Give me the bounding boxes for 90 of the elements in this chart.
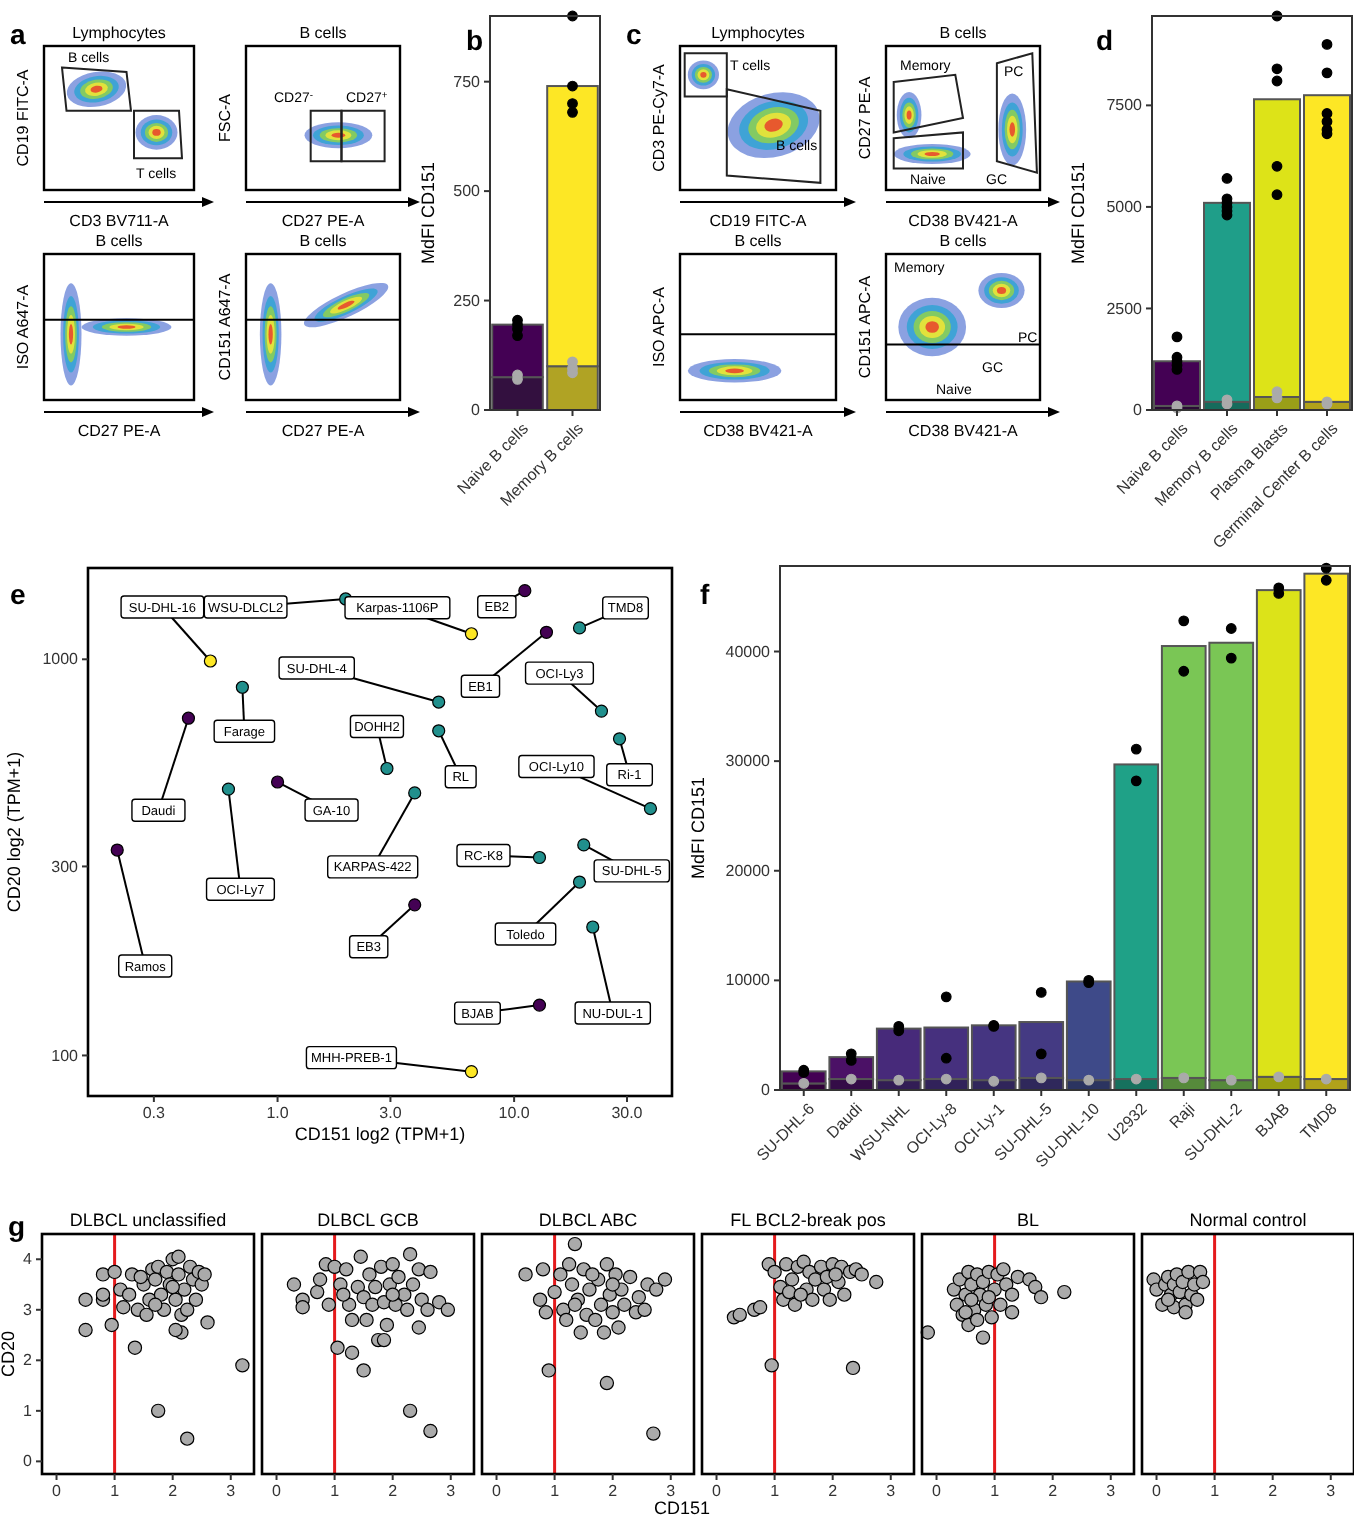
text: c	[626, 18, 642, 51]
x-tick-label: 2	[828, 1482, 839, 1500]
x-tick-label: 0	[272, 1482, 283, 1500]
text: B cells	[299, 24, 347, 42]
text: CD3 BV711-A	[69, 212, 170, 230]
x-tick-label: 2	[608, 1482, 619, 1500]
text: CD3 PE-Cy7-A	[650, 62, 668, 172]
chart-title: DLBCL ABC	[538, 1210, 639, 1230]
y-tick-label: 0	[23, 1452, 34, 1471]
x-axis-title: CD151 log2 (TPM+1)	[294, 1124, 466, 1144]
y-tick-label: 2	[23, 1351, 34, 1370]
text: B cells	[939, 232, 987, 250]
x-tick-label: 2	[168, 1482, 179, 1500]
text: CD27 PE-A	[77, 422, 162, 440]
text: CD27 PE-A	[856, 75, 874, 160]
x-tick-label: 30.0	[611, 1104, 644, 1122]
text: ISO APC-A	[650, 285, 668, 368]
x-tick-label: 0	[1152, 1482, 1163, 1500]
chart-title: DLBCL GCB	[317, 1210, 419, 1230]
text: ISO A647-A	[14, 283, 32, 370]
text: CD38 BV421-A	[908, 422, 1020, 440]
y-tick-label: 40000	[725, 642, 772, 661]
text: B cells	[939, 24, 987, 42]
x-tick-label: 0	[492, 1482, 503, 1500]
x-tick-label: 3	[666, 1482, 677, 1500]
x-tick-label: 2	[1048, 1482, 1059, 1500]
y-tick-label: 100	[51, 1046, 80, 1065]
text: B cells	[299, 232, 347, 250]
chart-title: BL	[1016, 1210, 1040, 1230]
y-tick-label: 4	[23, 1250, 34, 1269]
x-tick-label: 1	[330, 1482, 341, 1500]
text: CD27 PE-A	[281, 212, 366, 230]
chart-title: Normal control	[1189, 1210, 1307, 1230]
text: e	[10, 578, 26, 611]
text: CD38 BV421-A	[908, 212, 1020, 230]
y-tick-label: 0	[1133, 401, 1144, 420]
x-tick-label: 1	[110, 1482, 121, 1500]
x-tick-label: 3	[226, 1482, 237, 1500]
chart-title: DLBCL unclassified	[69, 1210, 227, 1230]
y-axis-title: MdFI CD151	[1068, 161, 1088, 265]
y-tick-label: 500	[453, 182, 482, 201]
text: CD19 FITC-A	[709, 212, 808, 230]
text: d	[1096, 24, 1114, 57]
text: CD19 FITC-A	[14, 68, 32, 167]
y-tick-label: 3	[23, 1300, 34, 1319]
text: B cells	[95, 232, 143, 250]
x-tick-label: 0	[932, 1482, 943, 1500]
x-tick-label: 3.0	[379, 1104, 403, 1122]
text: CD151 APC-A	[856, 274, 874, 379]
y-axis-title: CD20	[0, 1330, 18, 1378]
text: g	[8, 1210, 26, 1243]
text: CD38 BV421-A	[703, 422, 815, 440]
text: B cells	[734, 232, 782, 250]
y-axis-title: CD20 log2 (TPM+1)	[4, 751, 24, 913]
x-tick-label: 0	[712, 1482, 723, 1500]
x-tick-label: 10.0	[498, 1104, 531, 1122]
y-tick-label: 0	[761, 1081, 772, 1100]
y-tick-label: 5000	[1106, 198, 1144, 217]
y-tick-label: 300	[51, 857, 80, 876]
text: a	[10, 18, 26, 51]
y-tick-label: 10000	[725, 971, 772, 990]
text: Lymphocytes	[711, 24, 805, 42]
x-tick-label: 2	[1268, 1482, 1279, 1500]
text: CD27 PE-A	[281, 422, 366, 440]
x-tick-label: 1.0	[266, 1104, 290, 1122]
chart-title: FL BCL2-break pos	[730, 1210, 887, 1230]
y-axis-title: MdFI CD151	[418, 161, 438, 265]
text: b	[466, 24, 484, 57]
text: FSC-A	[216, 92, 234, 142]
y-tick-label: 7500	[1106, 96, 1144, 115]
x-axis-title: CD151	[653, 1498, 711, 1518]
y-tick-label: 1000	[42, 650, 80, 669]
y-tick-label: 30000	[725, 752, 772, 771]
y-tick-label: 250	[453, 291, 482, 310]
text: Lymphocytes	[72, 24, 166, 42]
y-tick-label: 0	[471, 401, 482, 420]
y-axis-title: MdFI CD151	[688, 776, 708, 880]
x-tick-label: 1	[990, 1482, 1001, 1500]
text: f	[700, 578, 710, 611]
y-tick-label: 20000	[725, 861, 772, 880]
x-tick-label: 0.3	[142, 1104, 167, 1122]
x-tick-label: 3	[1326, 1482, 1337, 1500]
y-tick-label: 2500	[1106, 299, 1144, 318]
x-tick-label: 1	[1210, 1482, 1221, 1500]
x-tick-label: 1	[550, 1482, 561, 1500]
x-tick-label: 3	[886, 1482, 897, 1500]
x-tick-label: 2	[388, 1482, 399, 1500]
text: CD151 A647-A	[216, 272, 234, 381]
y-tick-label: 1	[23, 1401, 34, 1420]
y-tick-label: 750	[453, 72, 482, 91]
